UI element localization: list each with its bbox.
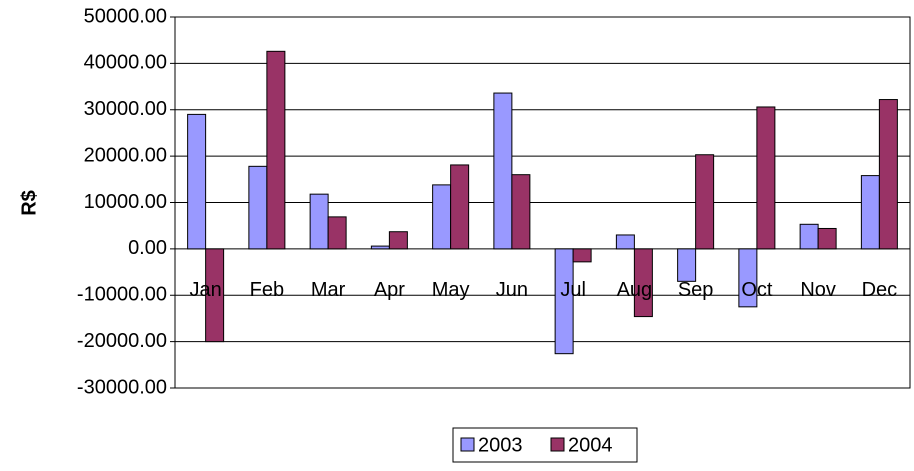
bar — [187, 113, 207, 250]
y-tick-label: 40000.00 — [84, 52, 167, 74]
bar — [493, 92, 513, 250]
bar — [817, 227, 837, 250]
bar — [677, 248, 697, 282]
y-tick-label: 30000.00 — [84, 98, 167, 120]
bar — [615, 234, 635, 250]
x-tick-label: Aug — [617, 279, 653, 301]
x-tick-label: Jan — [190, 279, 222, 301]
bar — [860, 175, 880, 250]
x-tick-label: Jul — [560, 279, 586, 301]
bar — [205, 248, 225, 343]
legend-box — [452, 427, 638, 463]
legend-label: 2003 — [478, 434, 523, 456]
bar — [266, 50, 286, 250]
bar — [248, 165, 268, 250]
y-tick-label: -20000.00 — [77, 330, 167, 352]
bar — [370, 245, 390, 250]
x-tick-label: Oct — [741, 279, 773, 301]
x-tick-label: Sep — [678, 279, 714, 301]
x-tick-label: May — [432, 279, 470, 301]
plot-frame — [174, 16, 911, 389]
x-tick-label: Apr — [374, 279, 405, 301]
bar — [756, 106, 776, 250]
y-tick-label: 10000.00 — [84, 191, 167, 213]
legend-swatch — [550, 437, 565, 452]
x-tick-label: Jun — [496, 279, 528, 301]
bar — [388, 231, 408, 250]
x-tick-label: Dec — [862, 279, 898, 301]
x-tick-label: Mar — [311, 279, 346, 301]
bar — [799, 223, 819, 250]
bar — [309, 193, 329, 250]
bar — [878, 99, 898, 250]
bar — [633, 248, 653, 318]
legend-label: 2004 — [568, 434, 613, 456]
bar — [572, 248, 592, 263]
bar — [450, 164, 470, 250]
x-tick-label: Nov — [800, 279, 836, 301]
y-tick-label: -10000.00 — [77, 284, 167, 306]
legend-swatch — [460, 437, 475, 452]
bar — [554, 248, 574, 355]
y-tick-label: 20000.00 — [84, 144, 167, 166]
x-tick-label: Feb — [250, 279, 284, 301]
y-tick-label: 50000.00 — [84, 5, 167, 27]
y-tick-label: -30000.00 — [77, 376, 167, 398]
y-axis-label: R$ — [18, 190, 40, 216]
y-tick-label: 0.00 — [128, 237, 167, 259]
bar — [432, 184, 452, 250]
bar — [511, 174, 531, 250]
bar — [738, 248, 758, 308]
bar — [327, 216, 347, 250]
bar — [695, 154, 715, 250]
